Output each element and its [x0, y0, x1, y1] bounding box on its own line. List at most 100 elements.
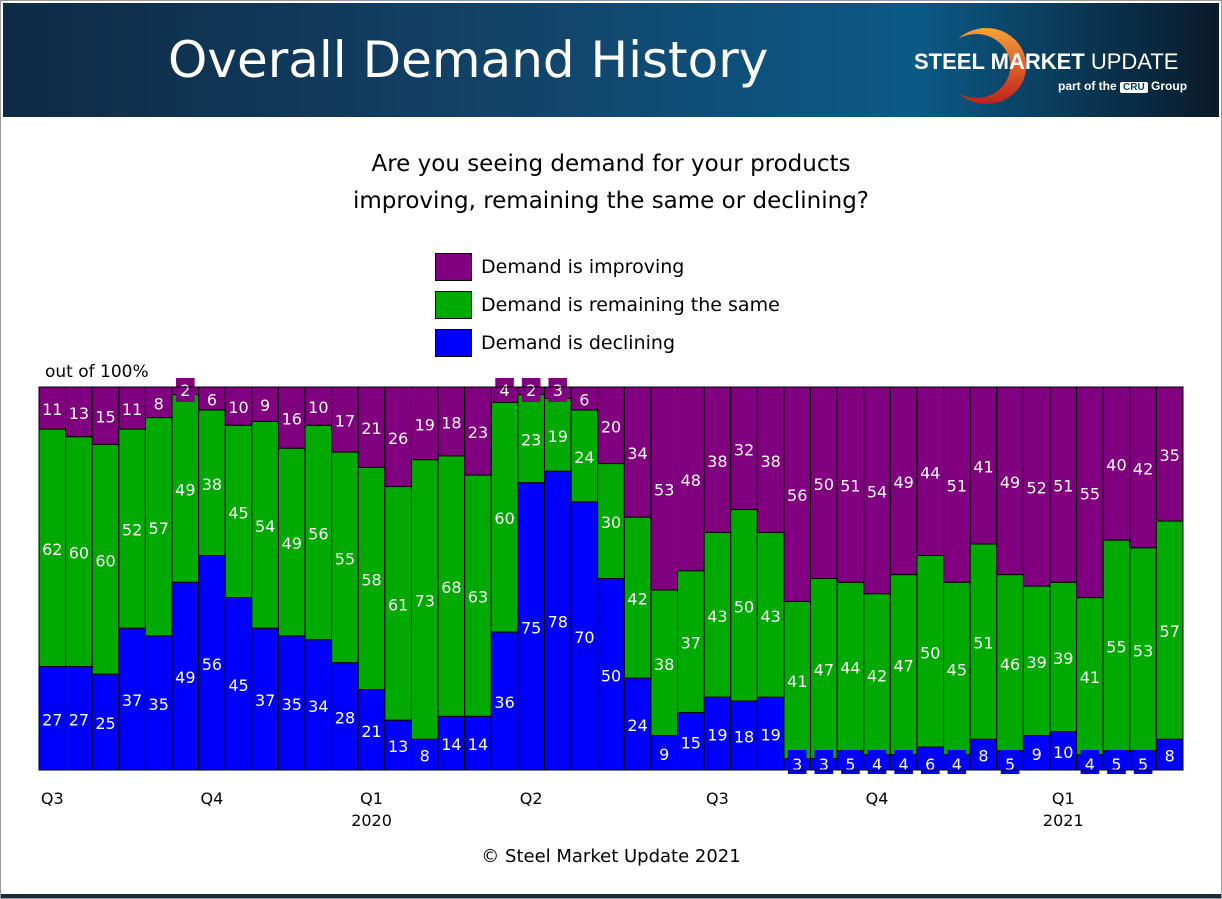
plot-border — [38, 386, 1184, 771]
data-label-improving: 32 — [734, 440, 754, 459]
data-label-improving: 3 — [553, 381, 563, 400]
data-label-declining: 37 — [255, 691, 275, 710]
data-label-improving: 18 — [441, 413, 461, 432]
data-label-same: 37 — [681, 634, 701, 653]
data-label-improving: 48 — [681, 471, 701, 490]
data-label-declining: 19 — [707, 726, 727, 745]
legend-swatch — [435, 253, 472, 281]
bar-segment-declining — [1022, 735, 1051, 771]
data-label-declining: 49 — [175, 668, 195, 687]
bar-segment-declining — [224, 597, 253, 771]
data-label-same: 50 — [920, 643, 940, 662]
data-label-declining: 70 — [574, 628, 594, 647]
data-label-same: 43 — [760, 607, 780, 626]
bar-segment-declining — [730, 700, 758, 771]
data-label-improving: 2 — [180, 381, 190, 400]
page-title: Overall Demand History — [168, 31, 769, 89]
data-label-improving: 49 — [893, 473, 913, 492]
data-label-same: 50 — [734, 597, 754, 616]
data-label-declining: 35 — [149, 695, 169, 714]
bar-segment-same — [437, 455, 466, 717]
bar-segment-same — [1076, 597, 1104, 756]
data-label-declining: 45 — [228, 676, 248, 695]
bar-segment-declining — [357, 689, 386, 771]
data-label-improving: 51 — [840, 477, 860, 496]
bar-segment-improving — [437, 386, 466, 457]
data-label-same: 42 — [867, 666, 887, 685]
bar-segment-improving — [943, 386, 971, 583]
data-label-declining: 34 — [308, 697, 328, 716]
data-label-declining: 14 — [468, 735, 488, 754]
data-label-improving: 34 — [627, 444, 647, 463]
data-label-improving: 23 — [468, 423, 488, 442]
logo-sub-pre: part of the — [1058, 79, 1117, 93]
data-label-same: 54 — [255, 517, 275, 536]
data-label-same: 63 — [468, 588, 488, 607]
data-label-same: 68 — [441, 578, 461, 597]
data-label-declining: 56 — [202, 655, 222, 674]
logo-sub-post: Group — [1151, 79, 1188, 93]
data-label-improving: 38 — [707, 452, 727, 471]
data-label-box — [495, 378, 514, 402]
bar-segment-declining — [517, 482, 545, 771]
data-label-improving: 11 — [42, 400, 62, 419]
x-tick-label: Q1 — [1052, 789, 1075, 808]
data-label-declining: 8 — [1165, 747, 1175, 766]
data-label-same: 57 — [149, 519, 169, 538]
data-label-declining: 6 — [925, 755, 935, 774]
data-label-declining: 21 — [361, 722, 381, 741]
data-label-improving: 6 — [579, 390, 589, 409]
data-label-same: 55 — [335, 549, 355, 568]
legend-swatch — [435, 291, 472, 319]
data-label-declining: 50 — [601, 666, 621, 685]
bar-segment-same — [810, 578, 838, 760]
legend-item-improving: Demand is improving — [435, 248, 780, 286]
logo-text-bold: STEEL MARKET — [914, 49, 1085, 74]
legend-label: Demand is improving — [481, 256, 685, 278]
data-label-same: 45 — [947, 661, 967, 680]
data-label-declining: 5 — [1111, 755, 1121, 774]
bar-segment-declining — [1049, 731, 1078, 771]
data-label-declining: 15 — [681, 733, 701, 752]
bar-segment-declining — [251, 627, 279, 771]
data-label-declining: 4 — [1085, 755, 1095, 774]
data-label-same: 56 — [308, 525, 328, 544]
data-label-declining: 37 — [122, 691, 142, 710]
bar-segment-same — [703, 532, 732, 698]
bar-segment-same — [783, 600, 812, 760]
legend-label: Demand is declining — [481, 332, 676, 354]
bar-segment-improving — [1076, 386, 1104, 599]
data-label-improving: 50 — [814, 475, 834, 494]
bar-segment-same — [756, 532, 785, 698]
bar-segment-improving — [464, 386, 492, 476]
bar-segment-same — [1129, 547, 1157, 752]
chart-title-line-2: improving, remaining the same or declini… — [352, 188, 870, 214]
data-label-box — [894, 750, 913, 774]
data-label-box — [1080, 750, 1100, 774]
data-label-improving: 35 — [1160, 446, 1180, 465]
data-label-declining: 10 — [1053, 743, 1073, 762]
data-label-box — [867, 750, 887, 774]
data-label-same: 39 — [1053, 649, 1073, 668]
data-label-same: 46 — [1000, 655, 1020, 674]
x-tick-label: Q3 — [706, 789, 729, 808]
data-label-improving: 49 — [1000, 473, 1020, 492]
data-label-same: 49 — [282, 534, 302, 553]
data-label-box — [920, 750, 940, 774]
logo-arc-icon — [958, 28, 1027, 105]
data-label-box — [787, 750, 807, 774]
bar-segment-declining — [171, 581, 200, 771]
x-tick-label: Q4 — [866, 789, 889, 808]
cru-logo: CRU — [1120, 82, 1148, 93]
legend-label: Demand is remaining the same — [481, 294, 780, 316]
header-banner: Overall Demand History STEEL MARKET UPDA… — [3, 3, 1219, 117]
x-tick-label: Q1 — [360, 789, 383, 808]
bar-segment-same — [38, 428, 67, 668]
data-label-box — [947, 750, 967, 774]
data-label-box — [1000, 750, 1020, 774]
data-label-improving: 19 — [415, 415, 435, 434]
data-label-improving: 20 — [601, 417, 621, 436]
data-label-improving: 8 — [154, 394, 164, 413]
data-label-same: 60 — [69, 544, 89, 563]
data-label-improving: 52 — [1026, 479, 1046, 498]
